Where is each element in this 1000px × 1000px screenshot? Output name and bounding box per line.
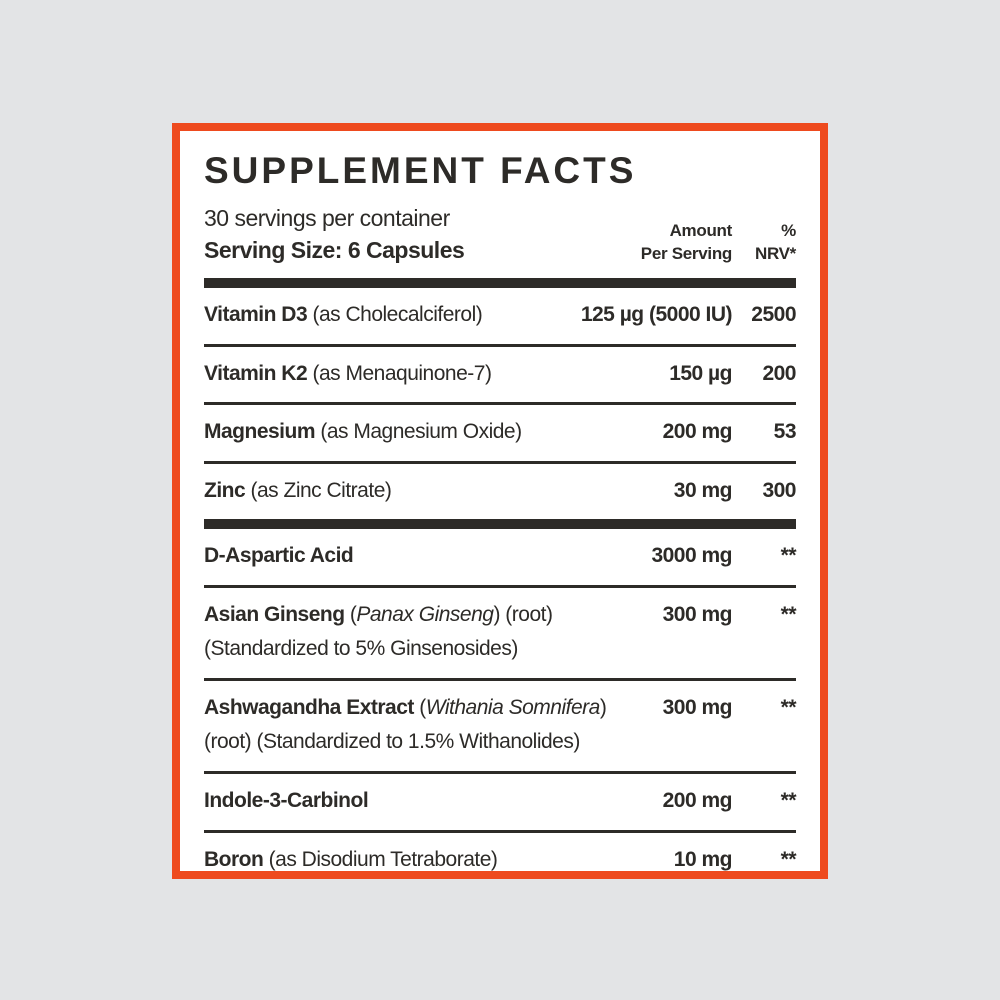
column-headers: Amount Per Serving % NRV* xyxy=(640,220,797,266)
table-row: Indole-3-Carbinol 200 mg ** xyxy=(204,774,797,830)
row-main: Vitamin K2 (as Menaquinone-7) 150 µg 200 xyxy=(204,358,797,391)
amount-column-header: Amount Per Serving xyxy=(640,220,733,266)
row-main: Magnesium (as Magnesium Oxide) 200 mg 53 xyxy=(204,416,797,449)
table-row: D-Aspartic Acid 3000 mg ** xyxy=(204,529,797,585)
nutrient-nrv: 2500 xyxy=(751,303,796,327)
nutrient-nrv: ** xyxy=(780,695,797,719)
nutrient-name-segment: (as Cholecalciferol) xyxy=(307,303,483,327)
row-main: Boron (as Disodium Tetraborate) 10 mg ** xyxy=(204,844,797,877)
nutrient-amount: 125 µg (5000 IU) xyxy=(580,303,733,327)
nutrient-detail-line2: (Standardized to 5% Ginsenosides) xyxy=(204,637,518,661)
nutrient-name: Asian Ginseng (Panax Ginseng) (root) xyxy=(204,599,657,632)
nutrient-amount: 150 µg xyxy=(669,361,732,385)
nutrient-name-segment: Zinc xyxy=(204,478,246,502)
nutrient-name: Indole-3-Carbinol xyxy=(204,785,657,818)
nutrient-detail-line2: (root) (Standardized to 1.5% Withanolide… xyxy=(204,730,580,754)
table-row: Magnesium (as Magnesium Oxide) 200 mg 53 xyxy=(204,405,797,461)
panel-inner: SUPPLEMENT FACTS 30 servings per contain… xyxy=(180,131,820,871)
nutrient-name-segment: Boron xyxy=(204,847,264,871)
serving-size: Serving Size: 6 Capsules xyxy=(204,236,465,263)
nutrient-table: Vitamin D3 (as Cholecalciferol) 125 µg (5… xyxy=(204,278,797,889)
row-main: Ashwagandha Extract (Withania Somnifera)… xyxy=(204,692,797,725)
row-main: Asian Ginseng (Panax Ginseng) (root) 300 … xyxy=(204,599,797,632)
nutrient-name-segment: (as Magnesium Oxide) xyxy=(315,420,522,444)
nutrient-amount: 300 mg xyxy=(662,602,733,626)
nutrient-nrv: 200 xyxy=(762,361,796,385)
nutrient-amount: 3000 mg xyxy=(651,544,732,568)
nutrient-nrv: ** xyxy=(780,788,797,812)
nutrient-name-segment: ) (root) xyxy=(493,602,553,626)
nutrient-name-segment: (as Menaquinone-7) xyxy=(307,361,492,385)
supplement-facts-panel: SUPPLEMENT FACTS 30 servings per contain… xyxy=(172,123,828,879)
nutrient-nrv: 300 xyxy=(762,478,796,502)
serving-info: 30 servings per container Serving Size: … xyxy=(204,202,465,266)
table-row: Asian Ginseng (Panax Ginseng) (root) 300 … xyxy=(204,588,797,678)
serving-header: 30 servings per container Serving Size: … xyxy=(204,202,796,266)
nutrient-name-segment: Vitamin D3 xyxy=(204,303,308,327)
row-main: Vitamin D3 (as Cholecalciferol) 125 µg (5… xyxy=(204,299,797,332)
nutrient-name: Magnesium (as Magnesium Oxide) xyxy=(204,416,657,449)
nutrient-amount: 30 mg xyxy=(673,478,733,502)
nutrient-name-segment: Vitamin K2 xyxy=(204,361,308,385)
row-divider-thin xyxy=(204,584,796,588)
row-main: Zinc (as Zinc Citrate) 30 mg 300 xyxy=(204,475,797,508)
row-divider-thin xyxy=(204,402,796,406)
nutrient-name: Vitamin K2 (as Menaquinone-7) xyxy=(204,358,663,391)
servings-per-container: 30 servings per container xyxy=(204,204,450,231)
nutrient-name-segment: ( xyxy=(344,602,357,626)
table-row: Zinc (as Zinc Citrate) 30 mg 300 xyxy=(204,464,797,520)
nutrient-name-segment: (as Zinc Citrate) xyxy=(245,478,392,502)
nutrient-name-segment: Withania Somnifera xyxy=(425,695,601,719)
table-row: Ashwagandha Extract (Withania Somnifera)… xyxy=(204,681,797,771)
nutrient-name-segment: ( xyxy=(413,695,426,719)
nutrient-name-segment: Panax Ginseng xyxy=(356,602,494,626)
nutrient-amount: 300 mg xyxy=(662,695,733,719)
row-main: Indole-3-Carbinol 200 mg ** xyxy=(204,785,797,818)
panel-title: SUPPLEMENT FACTS xyxy=(204,150,637,191)
amount-header-line1: Amount xyxy=(669,221,733,241)
row-divider-thin xyxy=(204,770,796,774)
nrv-header-line1: % xyxy=(781,221,796,241)
row-divider-thin xyxy=(204,677,796,681)
nutrient-amount: 200 mg xyxy=(662,788,733,812)
nutrient-name-segment: D-Aspartic Acid xyxy=(204,544,354,568)
nutrient-name: Zinc (as Zinc Citrate) xyxy=(204,475,668,508)
nutrient-name-segment: ) xyxy=(599,695,607,719)
nutrient-name-segment: Magnesium xyxy=(204,420,316,444)
table-row: Boron (as Disodium Tetraborate) 10 mg ** xyxy=(204,833,797,889)
table-row: Vitamin D3 (as Cholecalciferol) 125 µg (5… xyxy=(204,288,797,344)
row-divider-thin xyxy=(204,343,796,347)
nutrient-name: Boron (as Disodium Tetraborate) xyxy=(204,844,668,877)
nrv-column-header: % NRV* xyxy=(732,220,796,266)
nutrient-nrv: ** xyxy=(780,544,797,568)
section-divider-thick xyxy=(204,519,796,530)
nutrient-nrv: ** xyxy=(780,602,797,626)
nutrient-amount: 200 mg xyxy=(662,420,733,444)
nutrient-nrv: ** xyxy=(780,847,797,871)
section-divider-thick xyxy=(204,278,796,289)
row-divider-thin xyxy=(204,460,796,464)
amount-header-line2: Per Serving xyxy=(640,244,733,264)
nutrient-name-segment: Indole-3-Carbinol xyxy=(204,788,369,812)
row-divider-thin xyxy=(204,829,796,833)
nutrient-name-segment: Ashwagandha Extract xyxy=(204,695,414,719)
nutrient-name: Ashwagandha Extract (Withania Somnifera) xyxy=(204,692,657,725)
nutrient-name-segment: (as Disodium Tetraborate) xyxy=(263,847,498,871)
nutrient-name: Vitamin D3 (as Cholecalciferol) xyxy=(204,299,575,332)
nutrient-name: D-Aspartic Acid xyxy=(204,540,645,573)
nutrient-amount: 10 mg xyxy=(673,847,733,871)
nutrient-name-segment: Asian Ginseng xyxy=(204,602,345,626)
row-main: D-Aspartic Acid 3000 mg ** xyxy=(204,540,797,573)
table-row: Vitamin K2 (as Menaquinone-7) 150 µg 200 xyxy=(204,347,797,403)
nrv-header-line2: NRV* xyxy=(754,244,796,264)
nutrient-nrv: 53 xyxy=(773,420,797,444)
